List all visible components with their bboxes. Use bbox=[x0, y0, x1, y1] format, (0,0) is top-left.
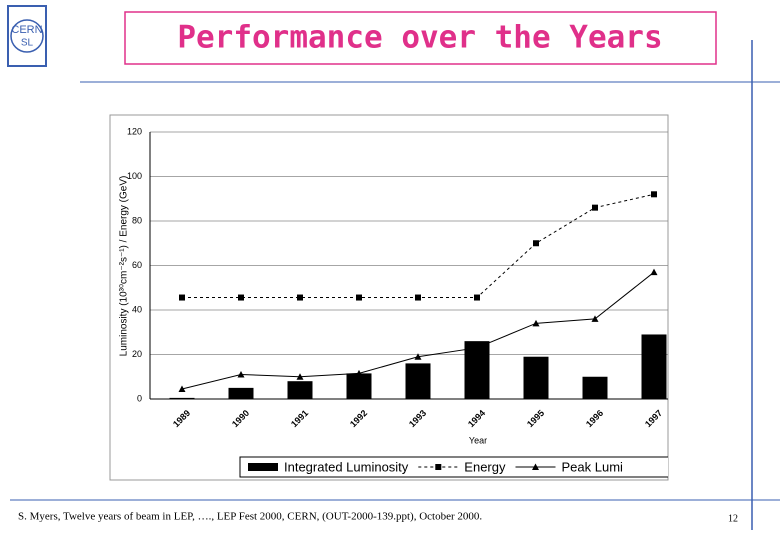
bar bbox=[523, 356, 549, 399]
legend-box bbox=[239, 456, 668, 478]
point bbox=[414, 353, 422, 360]
logo-frame bbox=[7, 5, 47, 67]
bar bbox=[582, 376, 608, 399]
point bbox=[179, 294, 185, 301]
point bbox=[178, 385, 186, 392]
legend-label: Integrated Luminosity bbox=[284, 459, 409, 474]
point bbox=[238, 294, 244, 301]
bar bbox=[405, 363, 431, 399]
bar bbox=[169, 397, 195, 399]
legend-label: Energy bbox=[464, 459, 506, 474]
legend-label: Peak Lumi bbox=[562, 459, 624, 474]
legend-marker bbox=[532, 463, 539, 470]
point bbox=[650, 268, 658, 276]
point bbox=[297, 294, 303, 301]
logo-ring bbox=[10, 19, 44, 53]
bar bbox=[228, 387, 254, 399]
point bbox=[532, 319, 540, 327]
point bbox=[591, 315, 599, 322]
point bbox=[237, 371, 245, 378]
slide-title: Performance over the Years bbox=[177, 20, 662, 56]
y-tick-label: 60 bbox=[132, 260, 142, 270]
point bbox=[415, 294, 421, 301]
footer-citation: S. Myers, Twelve years of beam in LEP, …… bbox=[18, 511, 482, 523]
y-tick-label: 40 bbox=[132, 304, 142, 314]
bar bbox=[641, 334, 667, 399]
point bbox=[473, 344, 481, 351]
legend-swatch bbox=[248, 463, 278, 471]
legend: Integrated Luminosity Energy Peak Lumi bbox=[239, 456, 668, 478]
point bbox=[296, 373, 304, 380]
legend-marker bbox=[435, 464, 442, 470]
title-box bbox=[124, 11, 717, 65]
y-tick-label: 0 bbox=[137, 393, 142, 403]
point bbox=[592, 204, 598, 211]
logo-text: CERN bbox=[11, 24, 42, 36]
point bbox=[474, 294, 480, 301]
page-number: 12 bbox=[728, 513, 738, 524]
y-tick-label: 120 bbox=[127, 126, 142, 136]
bar bbox=[287, 381, 313, 399]
y-tick-label: 80 bbox=[132, 215, 142, 225]
point bbox=[651, 191, 657, 198]
y-axis-label: Luminosity (10³⁰cm⁻²s⁻¹) / Energy (GeV) bbox=[119, 176, 130, 357]
point bbox=[356, 294, 362, 301]
y-tick-label: 100 bbox=[127, 171, 142, 181]
x-axis-label: Year bbox=[469, 435, 487, 445]
point bbox=[355, 369, 363, 377]
y-tick-label: 20 bbox=[132, 349, 142, 359]
point bbox=[533, 240, 539, 247]
logo-text: SL bbox=[21, 38, 34, 49]
bar bbox=[346, 373, 372, 399]
